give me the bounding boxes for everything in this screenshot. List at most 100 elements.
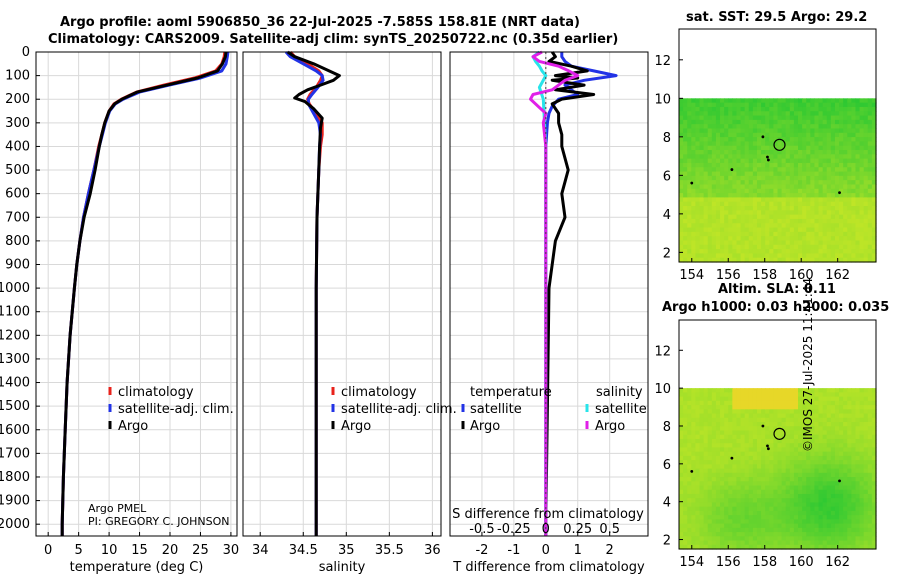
map2-cell [781, 498, 787, 504]
map1-cell [687, 188, 692, 194]
map1-cell [851, 162, 857, 168]
map2-cell [687, 447, 692, 453]
map1-cell [855, 188, 861, 194]
map1-cell [703, 167, 709, 173]
map2-cell [765, 426, 770, 432]
map2-cell [789, 527, 795, 533]
map2-cell [855, 417, 861, 423]
map2-cell [843, 498, 848, 504]
map2-cell [752, 464, 758, 470]
map1-cell [699, 150, 705, 155]
map1-cell [732, 128, 738, 134]
map2-cell [834, 481, 840, 487]
map2-cell [851, 493, 857, 499]
map2-cell [814, 515, 820, 520]
map2-cell [822, 426, 828, 432]
map1-cell [703, 162, 709, 168]
map1-cell [769, 231, 774, 237]
map2-cell [789, 438, 795, 444]
map1-cell [830, 184, 836, 190]
map2-cell [773, 426, 779, 432]
map1-cell [720, 240, 725, 246]
map1-island-dot [761, 135, 765, 139]
map2-cell [859, 489, 865, 495]
map1-xtick-label: 160 [789, 268, 814, 283]
map2-cell [732, 388, 738, 393]
map1-cell [818, 180, 824, 186]
map2-cell [707, 506, 713, 512]
map1-cell [724, 236, 729, 242]
map2-cell [715, 536, 721, 542]
map1-cell [744, 218, 750, 224]
map2-cell [851, 502, 857, 508]
map2-cell [744, 438, 750, 444]
map2-cell [744, 455, 750, 461]
map1-cell [785, 115, 791, 121]
map2-cell [777, 464, 783, 470]
map1-cell [781, 111, 787, 117]
map1-cell [740, 132, 746, 138]
map1-cell [818, 141, 824, 147]
map2-cell [834, 510, 840, 516]
map2-cell [691, 493, 697, 499]
map1-cell [814, 111, 820, 117]
map2-cell [740, 443, 746, 448]
map2-cell [683, 392, 688, 398]
map2-cell [752, 540, 758, 546]
map2-cell [834, 523, 840, 529]
map1-cell [683, 197, 688, 203]
map2-cell [798, 396, 803, 402]
map1-cell [826, 201, 832, 207]
map1-cell [822, 175, 828, 181]
map2-cell [863, 409, 869, 415]
map2-cell [810, 443, 816, 448]
depth-tick-label: 1400 [0, 376, 30, 391]
map1-cell [822, 244, 828, 250]
map2-cell [756, 443, 762, 448]
map1-cell [769, 206, 774, 211]
map2-cell [834, 464, 840, 470]
map2-cell [769, 400, 774, 406]
map1-cell [687, 115, 692, 121]
map1-cell [744, 162, 750, 168]
map2-cell [822, 515, 828, 520]
map1-cell [814, 175, 820, 181]
map2-cell [867, 388, 873, 393]
map1-cell [744, 231, 750, 237]
map1-cell [830, 98, 836, 104]
map2-cell [867, 443, 873, 448]
map2-cell [793, 498, 799, 504]
map2-cell [715, 519, 721, 525]
map1-cell [736, 257, 742, 263]
map2-cell [859, 447, 865, 453]
map2-cell [789, 422, 795, 427]
depth-tick-label: 1700 [0, 446, 30, 461]
map1-cell [867, 98, 873, 104]
sal-plot-area [243, 52, 441, 536]
map2-cell [769, 413, 774, 419]
map2-cell [707, 392, 713, 398]
map2-cell [847, 396, 852, 402]
map1-cell [711, 240, 717, 246]
map1-cell [765, 167, 770, 173]
map2-cell [806, 506, 811, 512]
map2-ytick-label: 12 [654, 344, 671, 359]
map1-cell [687, 231, 692, 237]
map2-cell [851, 477, 857, 482]
map1-cell [687, 214, 692, 220]
map2-cell [683, 460, 688, 465]
map2-cell [683, 451, 688, 457]
map1-cell [851, 227, 857, 233]
map2-cell [744, 489, 750, 495]
map2-cell [711, 502, 717, 508]
map1-cell [679, 98, 684, 104]
map1-cell [789, 171, 795, 177]
map1-cell [851, 240, 857, 246]
map1-cell [806, 244, 811, 250]
map2-cell [744, 477, 750, 482]
map1-cell [839, 171, 844, 177]
map1-cell [789, 197, 795, 203]
map2-cell [711, 396, 717, 402]
map2-cell [851, 396, 857, 402]
map2-cell [855, 532, 861, 537]
